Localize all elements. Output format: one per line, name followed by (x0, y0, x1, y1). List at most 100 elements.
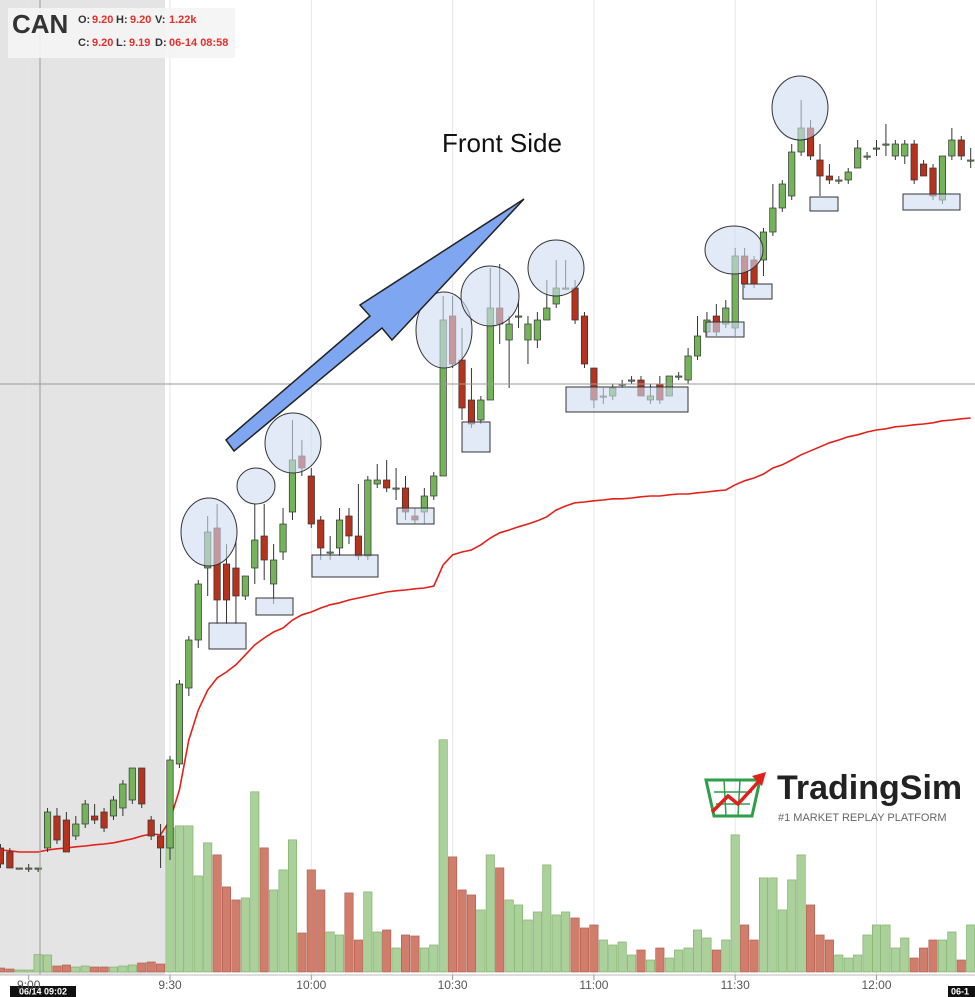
volume-bar (881, 924, 891, 973)
volume-bar (240, 897, 250, 973)
volume-bar (184, 825, 194, 973)
volume-bar (862, 934, 872, 973)
volume-bar (297, 932, 307, 973)
volume-bar (777, 909, 787, 973)
volume-bar (222, 886, 232, 973)
volume-bar (391, 947, 401, 973)
volume-bar (52, 965, 62, 973)
volume-bar (0, 967, 5, 973)
volume-bar (382, 929, 392, 973)
candle-body (938, 155, 946, 201)
volume-bar (853, 954, 863, 973)
volume-bar (768, 877, 778, 973)
candle-body (241, 575, 249, 597)
volume-bar (514, 904, 524, 973)
candle-body (901, 143, 909, 157)
volume-bar (448, 856, 458, 973)
candle-body (816, 159, 824, 177)
volume-bar (551, 914, 561, 973)
volume-bar (118, 965, 128, 973)
cursor-time-box (10, 986, 76, 997)
candle-body (53, 815, 61, 841)
highlight-box (208, 622, 247, 650)
candle-body (251, 539, 259, 569)
volume-bar (693, 929, 703, 973)
x-tick-label: 11:00 (579, 978, 608, 992)
info-value: 9.20 (92, 37, 113, 49)
candle-body (15, 867, 23, 870)
info-label: L: (116, 37, 126, 49)
volume-bar (250, 791, 260, 973)
candle-body (854, 147, 862, 169)
volume-layer (0, 739, 975, 973)
volume-bar (749, 939, 759, 973)
edge-time: 06-1 (951, 986, 969, 996)
highlight-box (396, 507, 435, 525)
highlight-box (742, 283, 773, 300)
candle-body (147, 819, 155, 837)
highlight-box (809, 196, 839, 212)
highlight-box (902, 193, 961, 211)
volume-bar (419, 947, 429, 973)
x-tick-label: 10:30 (438, 978, 468, 992)
candle-body (430, 475, 438, 497)
volume-bar (645, 959, 655, 973)
candle-body (166, 759, 174, 849)
volume-bar (561, 911, 571, 973)
candle-body (514, 315, 523, 318)
candle-body (43, 811, 52, 849)
info-label: D: (155, 37, 167, 49)
candle-body (580, 315, 589, 365)
brand-logo: TradingSim #1 MARKET REPLAY PLATFORM (704, 769, 962, 824)
highlight-circle (180, 497, 238, 567)
volume-bar (325, 931, 335, 973)
volume-bar (287, 839, 297, 973)
highlight-circle (415, 291, 473, 369)
volume-bar (335, 934, 345, 973)
volume-bar (372, 931, 382, 973)
volume-bar (269, 889, 279, 973)
candle-body (232, 567, 240, 597)
volume-bar (919, 947, 929, 973)
volume-bar (259, 847, 269, 973)
volume-bar (740, 924, 750, 973)
candle-body (505, 323, 513, 341)
volume-bar (24, 969, 34, 973)
candle-layer (0, 100, 975, 872)
highlight-box (461, 421, 491, 453)
info-value: 9.19 (129, 37, 150, 49)
volume-bar (608, 944, 618, 973)
candle-body (34, 867, 42, 870)
candle-body (788, 151, 796, 197)
candle-body (684, 355, 692, 381)
volume-bar (664, 957, 674, 973)
x-tick-label: 9:00 (17, 978, 41, 992)
volume-bar (711, 949, 721, 973)
volume-bar (655, 947, 665, 973)
candle-body (543, 307, 551, 321)
volume-bar (363, 891, 373, 973)
volume-bar (900, 937, 910, 973)
highlight-circle (527, 239, 585, 297)
volume-bar (476, 909, 486, 973)
candle-body (844, 171, 852, 181)
x-tick-label: 11:30 (721, 978, 750, 992)
volume-bar (193, 875, 203, 973)
annotations (180, 75, 961, 650)
candle-body (0, 847, 4, 865)
volume-bar (485, 854, 495, 973)
volume-bar (834, 954, 844, 973)
candle-body (100, 811, 108, 829)
candle-body (967, 159, 975, 162)
highlight-circle (704, 225, 764, 275)
volume-bar (344, 892, 354, 973)
candle-body (260, 535, 268, 561)
volume-bar (306, 869, 316, 973)
candle-body (128, 767, 136, 801)
volume-bar (203, 842, 213, 973)
candle-body (317, 519, 325, 549)
candle-body (769, 207, 777, 233)
trend-arrow (224, 198, 525, 453)
candle-body (373, 479, 381, 485)
candle-body (279, 523, 287, 553)
